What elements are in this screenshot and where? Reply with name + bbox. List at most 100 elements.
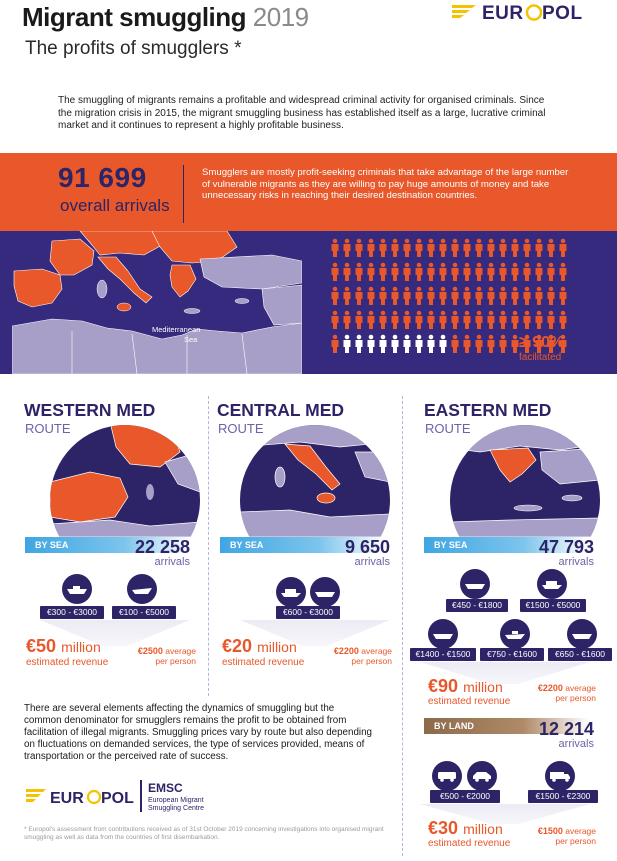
eastern-land-average: €1500 average per person xyxy=(520,826,596,846)
person-icon xyxy=(463,286,471,305)
revenue-unit: million xyxy=(463,821,503,837)
central-average: €2200 average per person xyxy=(316,646,392,666)
person-icon xyxy=(331,262,339,281)
facilitated-people-grid xyxy=(330,238,570,363)
price-pill: €650 - €1600 xyxy=(548,648,612,661)
europol-logo-icon: EUR POL xyxy=(452,3,582,24)
person-icon xyxy=(559,262,567,281)
price-pill: €600 - €3000 xyxy=(276,606,340,619)
person-icon xyxy=(523,238,531,257)
revenue-unit: million xyxy=(463,679,503,695)
column-separator xyxy=(402,396,403,856)
person-icon xyxy=(439,286,447,305)
person-icon xyxy=(403,334,411,353)
person-icon xyxy=(427,334,435,353)
person-icon xyxy=(415,286,423,305)
person-icon xyxy=(535,262,543,281)
yacht-icon xyxy=(505,631,525,639)
svg-text:EUR: EUR xyxy=(482,3,524,24)
person-icon xyxy=(559,286,567,305)
truck-icon xyxy=(550,772,570,782)
person-icon xyxy=(355,334,363,353)
route-western-sub: ROUTE xyxy=(25,421,71,436)
person-icon xyxy=(379,238,387,257)
svg-text:POL: POL xyxy=(101,790,134,807)
person-icon xyxy=(487,238,495,257)
person-icon xyxy=(367,310,375,329)
avg-value: €2500 xyxy=(137,646,163,656)
price-pill: €450 - €1800 xyxy=(446,599,508,612)
avg-label: per person xyxy=(155,656,196,666)
boat-icon xyxy=(315,592,335,597)
boat-icon xyxy=(310,577,340,607)
footnote: * Europol's assessment from contribution… xyxy=(24,826,384,841)
person-icon xyxy=(499,334,507,353)
avg-label: average xyxy=(565,683,596,693)
person-icon xyxy=(523,286,531,305)
person-icon xyxy=(427,286,435,305)
column-separator xyxy=(208,396,209,696)
eastern-globe xyxy=(450,422,600,542)
avg-label: average xyxy=(165,646,196,656)
person-icon xyxy=(331,310,339,329)
person-icon xyxy=(379,286,387,305)
eastern-by-sea-bar: BY SEA xyxy=(424,537,589,553)
europol-logo: EUR POL xyxy=(450,2,600,24)
title-text: Migrant smuggling xyxy=(22,2,247,32)
person-icon xyxy=(379,310,387,329)
person-icon xyxy=(355,286,363,305)
avg-label: average xyxy=(361,646,392,656)
boat-icon xyxy=(433,634,453,639)
person-icon xyxy=(439,334,447,353)
person-icon xyxy=(451,310,459,329)
person-icon xyxy=(487,310,495,329)
sea-label-1: Mediterranean xyxy=(152,325,200,334)
person-icon xyxy=(559,310,567,329)
person-icon xyxy=(499,286,507,305)
person-icon xyxy=(511,238,519,257)
person-icon xyxy=(511,310,519,329)
person-icon xyxy=(343,334,351,353)
revenue-unit: million xyxy=(257,639,297,655)
western-revenue: €50 million xyxy=(26,636,101,657)
revenue-label: estimated revenue xyxy=(26,657,109,668)
yacht-icon xyxy=(500,619,530,649)
person-icon xyxy=(499,310,507,329)
person-icon xyxy=(463,334,471,353)
svg-text:EUR: EUR xyxy=(50,790,84,807)
person-icon xyxy=(391,262,399,281)
western-by-sea-bar: BY SEA xyxy=(25,537,190,553)
smugglers-description: Smugglers are mostly profit-seeking crim… xyxy=(202,167,569,201)
person-icon xyxy=(535,334,543,353)
svg-text:EMSC: EMSC xyxy=(148,781,183,795)
person-icon xyxy=(415,238,423,257)
person-icon xyxy=(547,262,555,281)
avg-label: per person xyxy=(351,656,392,666)
revenue-label: estimated revenue xyxy=(428,838,511,849)
ship-icon xyxy=(542,581,562,589)
person-icon xyxy=(535,238,543,257)
boat-icon xyxy=(67,586,87,594)
page-title: Migrant smuggling 2019 xyxy=(22,2,309,33)
eastern-land-count: 12 214 xyxy=(538,719,594,739)
person-icon xyxy=(487,262,495,281)
avg-value: €1500 xyxy=(537,826,563,836)
person-icon xyxy=(451,286,459,305)
person-icon xyxy=(367,334,375,353)
svg-text:Smuggling Centre: Smuggling Centre xyxy=(148,805,204,812)
boat-icon xyxy=(132,588,152,594)
eastern-by-land-bar: BY LAND xyxy=(424,718,589,734)
boat-icon xyxy=(567,619,597,649)
revenue-label: estimated revenue xyxy=(428,696,511,707)
route-central-title: CENTRAL MED xyxy=(217,400,345,420)
revenue-value: €50 xyxy=(26,636,57,656)
route-eastern-sub: ROUTE xyxy=(425,421,471,436)
person-icon xyxy=(415,310,423,329)
person-icon xyxy=(475,334,483,353)
boat-icon xyxy=(127,574,157,604)
person-icon xyxy=(463,262,471,281)
ship-icon xyxy=(281,589,301,597)
person-icon xyxy=(463,238,471,257)
car-icon xyxy=(473,772,491,782)
dynamics-paragraph: There are several elements affecting the… xyxy=(24,703,372,762)
